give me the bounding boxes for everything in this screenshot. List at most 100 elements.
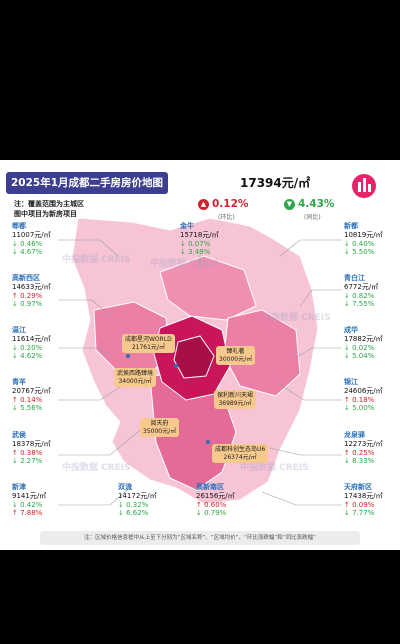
district-price: 18378元/㎡ [12, 439, 51, 448]
district-mom: ↓ 0.32% [118, 500, 149, 509]
district-name: 成华 [344, 326, 358, 334]
district-name: 天府新区 [344, 483, 372, 491]
district-mom: ↓ 0.42% [12, 500, 43, 509]
district-xinjin: 新津 9141元/㎡ ↓ 0.42% ↑ 7.88% [12, 483, 46, 518]
district-wenjiang: 温江 11614元/㎡ ↓ 0.20% ↓ 4.62% [12, 326, 51, 361]
notes: 注：覆盖范围为主城区 图中项目为新房项目 [14, 200, 84, 219]
district-gaoxin-south: 高新南区 26156元/㎡ ↑ 0.60% ↓ 0.79% [196, 483, 235, 518]
note-coverage: 注：覆盖范围为主城区 [14, 200, 84, 208]
district-mom: ↓ 0.02% [344, 343, 375, 352]
district-name: 青白江 [344, 274, 365, 282]
district-price: 17882元/㎡ [344, 334, 383, 343]
district-mom: ↑ 0.38% [12, 448, 43, 457]
triangle-up-icon: ▲ [198, 198, 209, 210]
district-qingbaijiang: 青白江 6772元/㎡ ↓ 0.82% ↓ 7.55% [344, 274, 378, 309]
district-name: 锦江 [344, 378, 358, 386]
map-card: 2025年1月成都二手房房价地图 注：覆盖范围为主城区 图中项目为新房项目 17… [0, 160, 400, 550]
district-name: 青羊 [12, 378, 26, 386]
project-name: 臻礼著 [226, 348, 245, 355]
watermark: 中指数据 CREIS [62, 463, 131, 473]
district-name: 新津 [12, 483, 26, 491]
district-mom: ↑ 0.14% [12, 395, 43, 404]
project-tag: 保利新川天珺 36989元/㎡ [214, 390, 257, 409]
project-price: 36989元/㎡ [218, 399, 252, 407]
district-price: 9141元/㎡ [12, 491, 47, 500]
district-mom: ↓ 0.82% [344, 291, 375, 300]
district-price: 14172元/㎡ [118, 491, 157, 500]
project-name: 成都科创生态岛U6 [215, 446, 266, 453]
district-longquanyi: 龙泉驿 12273元/㎡ ↑ 0.25% ↓ 8.33% [344, 431, 383, 466]
district-wuhou: 武侯 18378元/㎡ ↑ 0.38% ↓ 2.27% [12, 431, 51, 466]
district-price: 10819元/㎡ [344, 230, 383, 239]
district-jinjiang: 锦江 24606元/㎡ ↑ 0.18% ↓ 5.00% [344, 378, 383, 413]
watermark: 中指数据 CREIS [262, 313, 331, 323]
project-name: 武侯西路臻境 [117, 370, 154, 377]
mom-change: ▲ 0.12% [198, 198, 248, 210]
project-tag: 武侯西路臻境 34000元/㎡ [114, 368, 157, 387]
project-price: 35000元/㎡ [143, 427, 177, 435]
district-mom: ↑ 0.29% [12, 291, 43, 300]
district-yoy: ↓ 5.00% [344, 404, 375, 413]
average-price: 17394元/㎡ [240, 176, 311, 190]
watermark: 中指数据 CREIS [150, 259, 219, 269]
district-price: 20767元/㎡ [12, 386, 51, 395]
mom-label: (环比) [218, 214, 235, 221]
map-region-center [173, 335, 215, 379]
district-yoy: ↓ 2.27% [12, 457, 43, 466]
district-price: 14633元/㎡ [12, 282, 51, 291]
district-chenghua: 成华 17882元/㎡ ↓ 0.02% ↓ 5.04% [344, 326, 383, 361]
district-mom: ↓ 0.46% [12, 239, 43, 248]
note-projects: 图中项目为新房项目 [14, 209, 77, 218]
district-price: 11614元/㎡ [12, 334, 51, 343]
district-jinniu: 金牛 15718元/㎡ ↓ 0.07% ↓ 3.49% [180, 222, 219, 257]
district-price: 15718元/㎡ [180, 230, 219, 239]
district-price: 6772元/㎡ [344, 282, 379, 291]
district-price: 17438元/㎡ [344, 491, 383, 500]
district-price: 26156元/㎡ [196, 491, 235, 500]
district-mom: ↓ 0.20% [12, 343, 43, 352]
district-yoy: ↓ 5.50% [344, 248, 375, 257]
project-tag: 臻礼著 30000元/㎡ [216, 346, 256, 365]
district-xindu: 新都 10819元/㎡ ↓ 0.40% ↓ 5.50% [344, 222, 383, 257]
district-price: 11007元/㎡ [12, 230, 51, 239]
district-yoy: ↓ 0.79% [196, 509, 227, 518]
district-name: 新都 [344, 222, 358, 230]
district-pidu: 郫都 11007元/㎡ ↓ 0.46% ↓ 4.67% [12, 222, 51, 257]
footer-note: 注：区域价格信息框中从上至下分别为“区域名称”、“区域均价”、“环比涨跌幅”和“… [40, 531, 360, 545]
district-mom: ↓ 0.07% [180, 239, 211, 248]
project-name: 保利新川天珺 [217, 392, 254, 399]
district-yoy: ↓ 8.33% [344, 457, 375, 466]
mom-value: 0.12% [212, 198, 249, 210]
district-tianfu-new: 天府新区 17438元/㎡ ↑ 0.09% ↓ 7.77% [344, 483, 383, 518]
project-tag: 阅天府 35000元/㎡ [140, 418, 180, 437]
project-name: 成都星河WORLD [125, 336, 172, 343]
district-yoy: ↓ 7.77% [344, 509, 375, 518]
district-yoy: ↓ 4.62% [12, 352, 43, 361]
district-price: 12273元/㎡ [344, 439, 383, 448]
district-yoy: ↓ 6.62% [118, 509, 149, 518]
district-yoy: ↓ 4.67% [12, 248, 43, 257]
district-shuangliu: 双流 14172元/㎡ ↓ 0.32% ↓ 6.62% [118, 483, 157, 518]
project-price: 30000元/㎡ [219, 355, 253, 363]
project-tag: 成都科创生态岛U6 26374元/㎡ [212, 444, 269, 463]
district-name: 龙泉驿 [344, 431, 365, 439]
district-qingyang: 青羊 20767元/㎡ ↑ 0.14% ↓ 5.56% [12, 378, 51, 413]
project-name: 阅天府 [150, 420, 169, 427]
district-name: 双流 [118, 483, 132, 491]
district-yoy: ↓ 7.55% [344, 300, 375, 309]
district-price: 24606元/㎡ [344, 386, 383, 395]
watermark: 中指数据 CREIS [62, 255, 131, 265]
district-yoy: ↓ 5.04% [344, 352, 375, 361]
district-name: 金牛 [180, 222, 194, 230]
district-name: 温江 [12, 326, 26, 334]
yoy-change: ▼ 4.43% [284, 198, 334, 210]
district-mom: ↑ 0.60% [196, 500, 227, 509]
yoy-value: 4.43% [298, 198, 335, 210]
district-yoy: ↓ 5.56% [12, 404, 43, 413]
triangle-down-icon: ▼ [284, 198, 295, 210]
district-mom: ↑ 0.09% [344, 500, 375, 509]
watermark: 中指数据 CREIS [240, 463, 309, 473]
project-price: 34000元/㎡ [118, 377, 152, 385]
district-yoy: ↓ 0.97% [12, 300, 43, 309]
yoy-label: (同比) [304, 214, 321, 221]
